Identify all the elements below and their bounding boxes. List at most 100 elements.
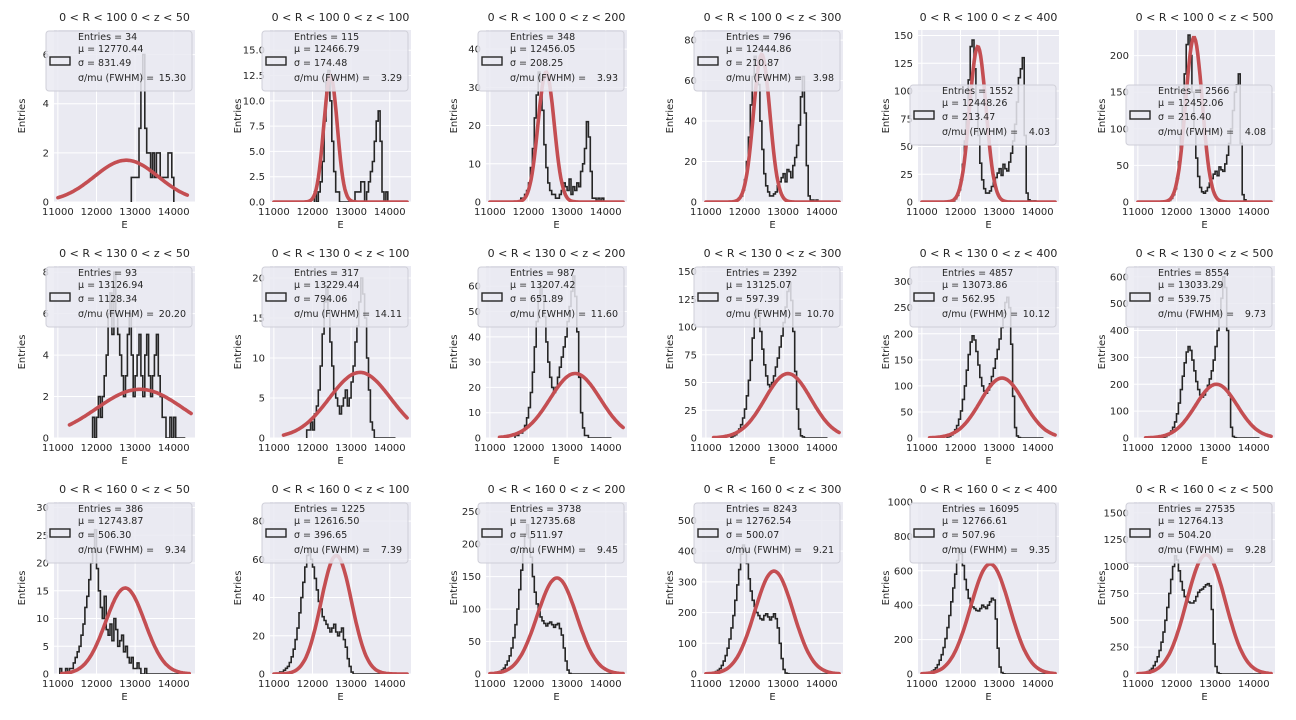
legend-entries: Entries = 348: [510, 32, 575, 43]
y-tick-label: 100: [462, 605, 481, 616]
legend-resolution-label: σ/mu (FWHM) =: [510, 545, 586, 556]
plot-content: [711, 281, 841, 438]
legend-box: [909, 502, 1057, 564]
y-tick-label: 50: [468, 307, 481, 318]
subplot-title: 0 < R < 130 0 < z < 400: [920, 247, 1058, 260]
y-tick-label: 200: [462, 540, 481, 551]
y-tick-label: 80: [252, 517, 265, 528]
legend-sigma: σ = 213.47: [942, 112, 995, 123]
x-tick-label: 13000: [1199, 207, 1231, 218]
x-tick-label: 13000: [119, 679, 151, 690]
y-tick-label: 0: [475, 198, 481, 209]
gaussian-fit-line: [59, 586, 191, 674]
y-tick-label: 0: [43, 434, 49, 445]
legend-resolution-label: σ/mu (FWHM) =: [78, 309, 154, 320]
y-tick-label: 40: [684, 117, 697, 128]
y-tick-label: 200: [1110, 380, 1129, 391]
legend-resolution-value: 4.08: [1245, 127, 1266, 138]
x-tick-label: 13000: [551, 443, 583, 454]
y-tick-label: 100: [894, 87, 913, 98]
legend-resolution-value: 3.29: [381, 73, 402, 84]
x-axis-label: E: [121, 220, 127, 231]
y-tick-label: 0: [691, 198, 697, 209]
y-tick-label: 0: [907, 670, 913, 681]
x-tick-label: 14000: [158, 679, 190, 690]
gaussian-fit-line: [704, 51, 841, 202]
y-tick-label: 100: [1110, 407, 1129, 418]
x-tick-label: 13000: [335, 207, 367, 218]
y-tick-label: 60: [684, 76, 697, 87]
legend-resolution-label: σ/mu (FWHM) =: [294, 309, 370, 320]
x-axis-label: E: [769, 220, 775, 231]
legend-sigma: σ = 504.20: [1158, 530, 1211, 541]
legend-histogram-swatch: [697, 292, 719, 302]
y-tick-label: 10.0: [243, 96, 265, 107]
legend-box: [1125, 266, 1273, 328]
legend-sigma: σ = 562.95: [942, 294, 995, 305]
y-tick-label: 25: [36, 531, 49, 542]
x-tick-label: 13000: [551, 679, 583, 690]
plot-content: [497, 275, 625, 438]
y-tick-label: 500: [1110, 299, 1129, 310]
x-tick-label: 13000: [983, 443, 1015, 454]
histogram-step: [1139, 555, 1262, 674]
y-tick-label: 5.0: [249, 147, 265, 158]
x-tick-label: 12000: [945, 443, 977, 454]
y-axis-label: Entries: [665, 99, 676, 134]
histogram-step: [59, 528, 186, 674]
legend-entries: Entries = 2392: [726, 268, 797, 279]
x-tick-label: 13000: [1199, 443, 1231, 454]
y-tick-label: 50: [468, 637, 481, 648]
y-tick-label: 0: [691, 670, 697, 681]
plot-content: [56, 53, 190, 202]
legend-mu: μ = 13033.29: [1158, 280, 1223, 291]
legend-mu: μ = 13207.42: [510, 280, 575, 291]
y-tick-label: 40: [468, 45, 481, 56]
legend-box: [261, 502, 409, 564]
legend-box: [477, 502, 625, 564]
legend-histogram-swatch: [913, 110, 935, 120]
legend-mu: μ = 12770.44: [78, 44, 143, 55]
legend-histogram-swatch: [49, 56, 71, 66]
y-tick-label: 400: [678, 547, 697, 558]
y-tick-label: 300: [678, 577, 697, 588]
legend-resolution-label: σ/mu (FWHM) =: [510, 73, 586, 84]
x-axis-label: E: [985, 692, 991, 703]
y-tick-label: 2.5: [249, 172, 265, 183]
x-tick-label: 14000: [1022, 679, 1054, 690]
y-tick-label: 15.0: [243, 46, 265, 57]
y-tick-label: 250: [894, 303, 913, 314]
legend-resolution-value: 9.34: [165, 545, 186, 556]
histogram-step: [514, 275, 612, 438]
legend-resolution-label: σ/mu (FWHM) =: [726, 545, 802, 556]
gaussian-fit-line: [920, 562, 1057, 674]
y-tick-label: 150: [894, 355, 913, 366]
y-tick-label: 20: [468, 121, 481, 132]
legend-histogram-swatch: [1129, 292, 1151, 302]
x-tick-label: 12000: [1161, 207, 1193, 218]
legend-mu: μ = 12766.61: [942, 516, 1007, 527]
subplot-title: 0 < R < 160 0 < z < 100: [272, 483, 410, 496]
y-tick-label: 125: [678, 295, 697, 306]
legend-resolution-value: 4.03: [1029, 127, 1050, 138]
y-tick-label: 75: [900, 114, 913, 125]
y-tick-label: 125: [894, 59, 913, 70]
legend-resolution-label: σ/mu (FWHM) =: [726, 309, 802, 320]
legend-histogram-swatch: [481, 528, 503, 538]
subplot-11: 11000 12000 13000 14000 0 50 100 150 200 250 300 0 …: [881, 247, 1059, 467]
legend-resolution-label: σ/mu (FWHM) =: [1158, 545, 1234, 556]
y-axis-label: Entries: [17, 335, 28, 370]
x-tick-label: 12000: [945, 207, 977, 218]
x-axis-label: E: [121, 692, 127, 703]
x-tick-label: 11000: [906, 679, 938, 690]
y-tick-label: 0: [1123, 198, 1129, 209]
y-tick-label: 0.0: [249, 198, 265, 209]
y-axis-label: Entries: [233, 99, 244, 134]
x-tick-label: 14000: [1238, 207, 1270, 218]
subplot-title: 0 < R < 160 0 < z < 500: [1136, 483, 1274, 496]
subplot-9: 11000 12000 13000 14000 0 10 20 30 40 50 60 0 < R <…: [449, 247, 627, 467]
